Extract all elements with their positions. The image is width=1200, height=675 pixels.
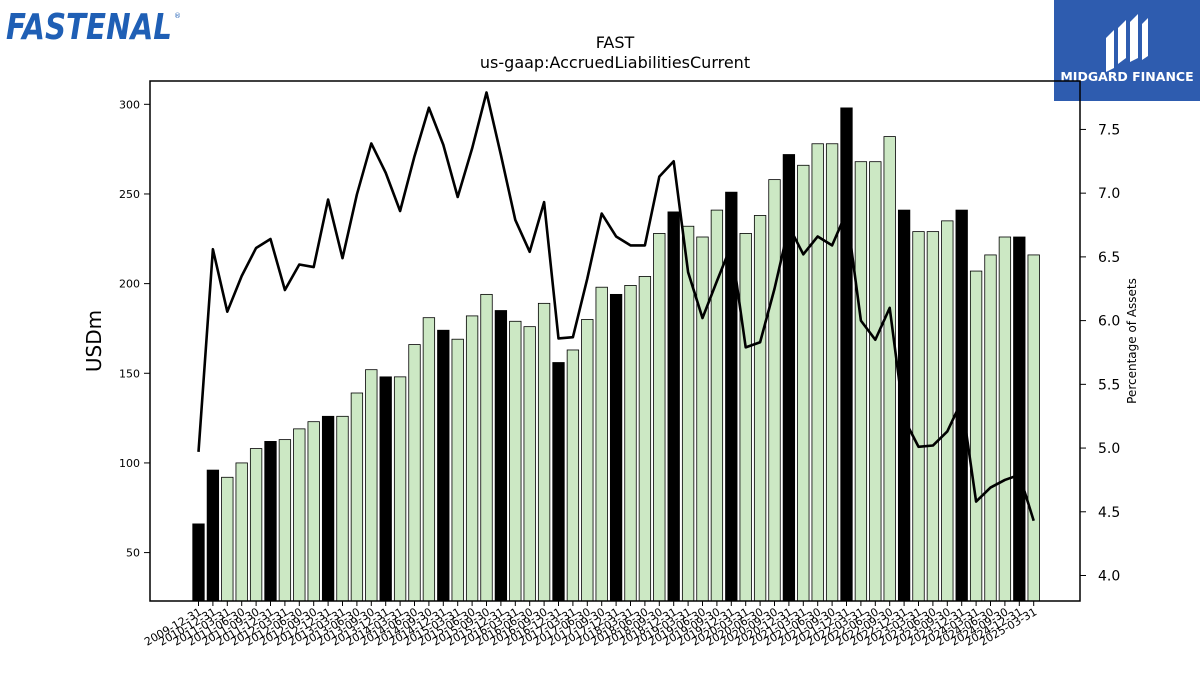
bar xyxy=(552,362,565,602)
y-tick-label: 150 xyxy=(119,367,140,380)
bar xyxy=(408,344,421,602)
bar xyxy=(422,317,436,602)
y2-tick-label: 4.5 xyxy=(1098,505,1120,521)
bar xyxy=(926,231,940,602)
bar xyxy=(653,233,666,602)
bar xyxy=(264,441,277,602)
midgard-finance-text: MIDGARD FINANCE xyxy=(1060,69,1193,84)
bar xyxy=(854,161,868,602)
y2-tick-label: 5.0 xyxy=(1098,441,1120,457)
bar xyxy=(494,310,508,602)
bar xyxy=(1027,254,1040,602)
bar xyxy=(336,415,349,602)
bar xyxy=(638,276,652,602)
y2-tick-label: 7.5 xyxy=(1098,122,1120,138)
y-tick-label: 50 xyxy=(126,547,140,560)
bar xyxy=(451,338,464,602)
bar xyxy=(897,209,911,602)
chart-subtitle: us-gaap:AccruedLiabilitiesCurrent xyxy=(480,53,750,72)
bar xyxy=(537,302,551,602)
bar xyxy=(739,233,752,602)
bar xyxy=(667,211,680,602)
bar xyxy=(840,107,853,602)
midgard-emblem-icon xyxy=(1106,14,1148,72)
y-tick-label: 300 xyxy=(119,98,140,111)
bar xyxy=(249,448,263,602)
bar xyxy=(192,523,205,602)
line-series xyxy=(197,91,1035,522)
bar xyxy=(293,428,306,602)
bar xyxy=(825,143,839,602)
plot-frame xyxy=(149,80,1081,602)
bar xyxy=(509,320,522,602)
bar xyxy=(998,236,1012,602)
fastenal-logo-text: FASTENAL xyxy=(6,7,172,46)
bar xyxy=(379,376,392,602)
midgard-finance-logo: MIDGARD FINANCE xyxy=(1054,0,1200,101)
bar xyxy=(768,179,781,602)
bar-series xyxy=(192,107,1040,602)
y2-axis-label: Percentage of Assets xyxy=(1125,278,1139,404)
bar xyxy=(941,220,954,602)
right-axis: 4.0 4.5 5.0 5.5 6.0 6.5 7.0 7.5 xyxy=(1080,122,1120,585)
bar xyxy=(984,254,997,602)
y2-tick-label: 7.0 xyxy=(1098,186,1120,202)
bar xyxy=(1013,236,1026,602)
bar xyxy=(566,349,580,602)
bar xyxy=(350,392,364,602)
y-axis-label: USDm xyxy=(82,310,106,372)
bar xyxy=(811,143,824,602)
bar xyxy=(393,376,407,602)
bar xyxy=(235,462,248,602)
chart-title: FAST xyxy=(596,33,635,52)
x-axis: 2009-12-312010-12-312011-03-312011-06-30… xyxy=(142,601,1039,649)
y2-tick-label: 5.5 xyxy=(1098,377,1120,393)
y2-tick-label: 6.0 xyxy=(1098,314,1120,330)
y-tick-label: 100 xyxy=(119,457,140,470)
bar xyxy=(321,415,335,602)
left-axis: 50 100 150 200 250 300 xyxy=(119,98,150,560)
bar xyxy=(782,154,796,602)
bar xyxy=(609,293,623,602)
bar xyxy=(465,315,479,602)
y2-tick-label: 6.5 xyxy=(1098,250,1120,266)
bar xyxy=(595,286,608,602)
bar xyxy=(696,236,709,602)
registered-mark-icon: ® xyxy=(174,12,180,20)
bar xyxy=(307,421,320,602)
y-tick-label: 200 xyxy=(119,278,140,291)
line-series-path xyxy=(197,91,1035,522)
bar xyxy=(480,293,493,602)
fastenal-logo: FASTENAL ® xyxy=(6,7,180,46)
bar xyxy=(523,326,536,602)
bar xyxy=(221,476,234,602)
y-tick-label: 250 xyxy=(119,188,140,201)
bar xyxy=(437,329,450,602)
bar xyxy=(278,439,292,602)
bar xyxy=(624,285,637,602)
bar xyxy=(869,161,882,602)
bar xyxy=(797,164,810,602)
bar xyxy=(969,270,983,602)
bar xyxy=(206,469,220,602)
y2-tick-label: 4.0 xyxy=(1098,569,1120,585)
bar xyxy=(581,319,594,602)
bar xyxy=(883,136,896,602)
bar xyxy=(753,215,767,602)
bar xyxy=(365,369,378,602)
bar xyxy=(912,231,925,602)
